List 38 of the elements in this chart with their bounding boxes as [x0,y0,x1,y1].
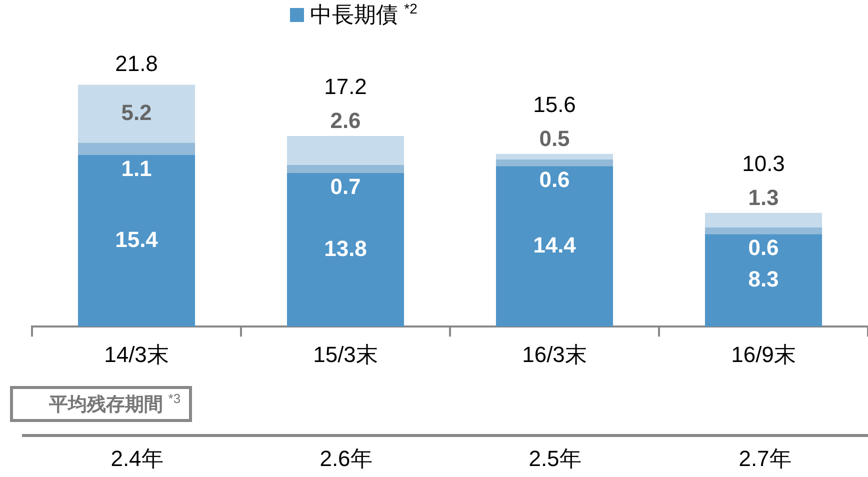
bar [704,234,822,327]
data-label: 0.6 [539,167,570,192]
text: 2.6年 [320,445,372,473]
data-label: 0.7 [330,174,361,199]
bar [286,172,404,327]
bar [496,166,614,327]
data-label: 15.4 [115,226,159,252]
data-label: 14.4 [533,232,577,258]
bar [704,212,822,228]
legend-label: 中長期債 $^{*2}$ [310,0,418,29]
bar [286,165,404,173]
total-label: 21.8 [115,50,158,76]
data-label: 0.5 [539,126,570,151]
bar [78,142,196,155]
data-label: 13.8 [324,236,367,261]
data-label: 1.3 [748,184,779,210]
text: 2.7年 [738,445,792,473]
total-label: 17.2 [324,74,367,100]
data-label: 8.3 [748,266,779,292]
x-tick-label: 16/3末 [522,342,587,367]
total-label: 10.3 [742,150,785,176]
bar [704,227,822,234]
x-tick-label: 14/3末 [104,342,169,367]
bar [78,84,196,143]
x-tick-label: 15/3末 [313,342,378,367]
data-label: 2.6 [330,108,361,134]
data-label: 0.6 [748,235,779,260]
data-label: 5.2 [121,100,152,125]
text: 2.5年 [528,445,582,473]
bar [496,154,614,160]
bar [496,159,614,166]
bar [78,154,196,327]
bar [286,136,404,166]
x-tick-label: 16/9末 [731,342,796,367]
text: 2.4年 [110,445,164,473]
text: 平均残存期間 $^{*3}$ [10,386,192,422]
data-label: 1.1 [121,156,152,182]
total-label: 15.6 [533,92,576,117]
